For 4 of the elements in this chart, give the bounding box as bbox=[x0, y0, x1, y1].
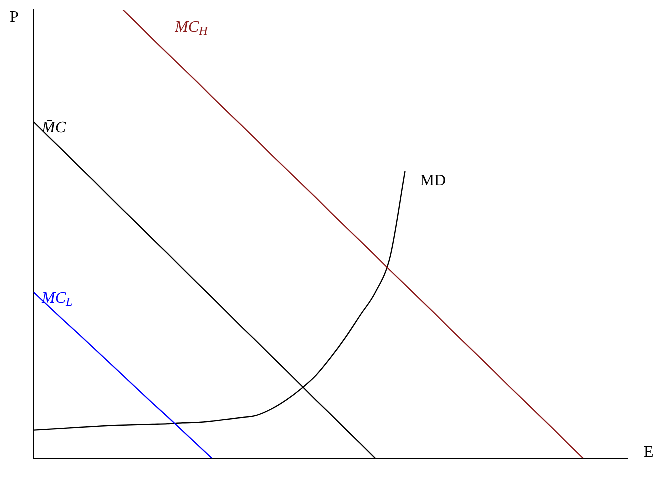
series-label: M̄C bbox=[41, 119, 66, 136]
series-label: MD bbox=[420, 172, 446, 190]
x-axis-title: E bbox=[644, 444, 654, 461]
y-axis-title: P bbox=[10, 9, 19, 26]
